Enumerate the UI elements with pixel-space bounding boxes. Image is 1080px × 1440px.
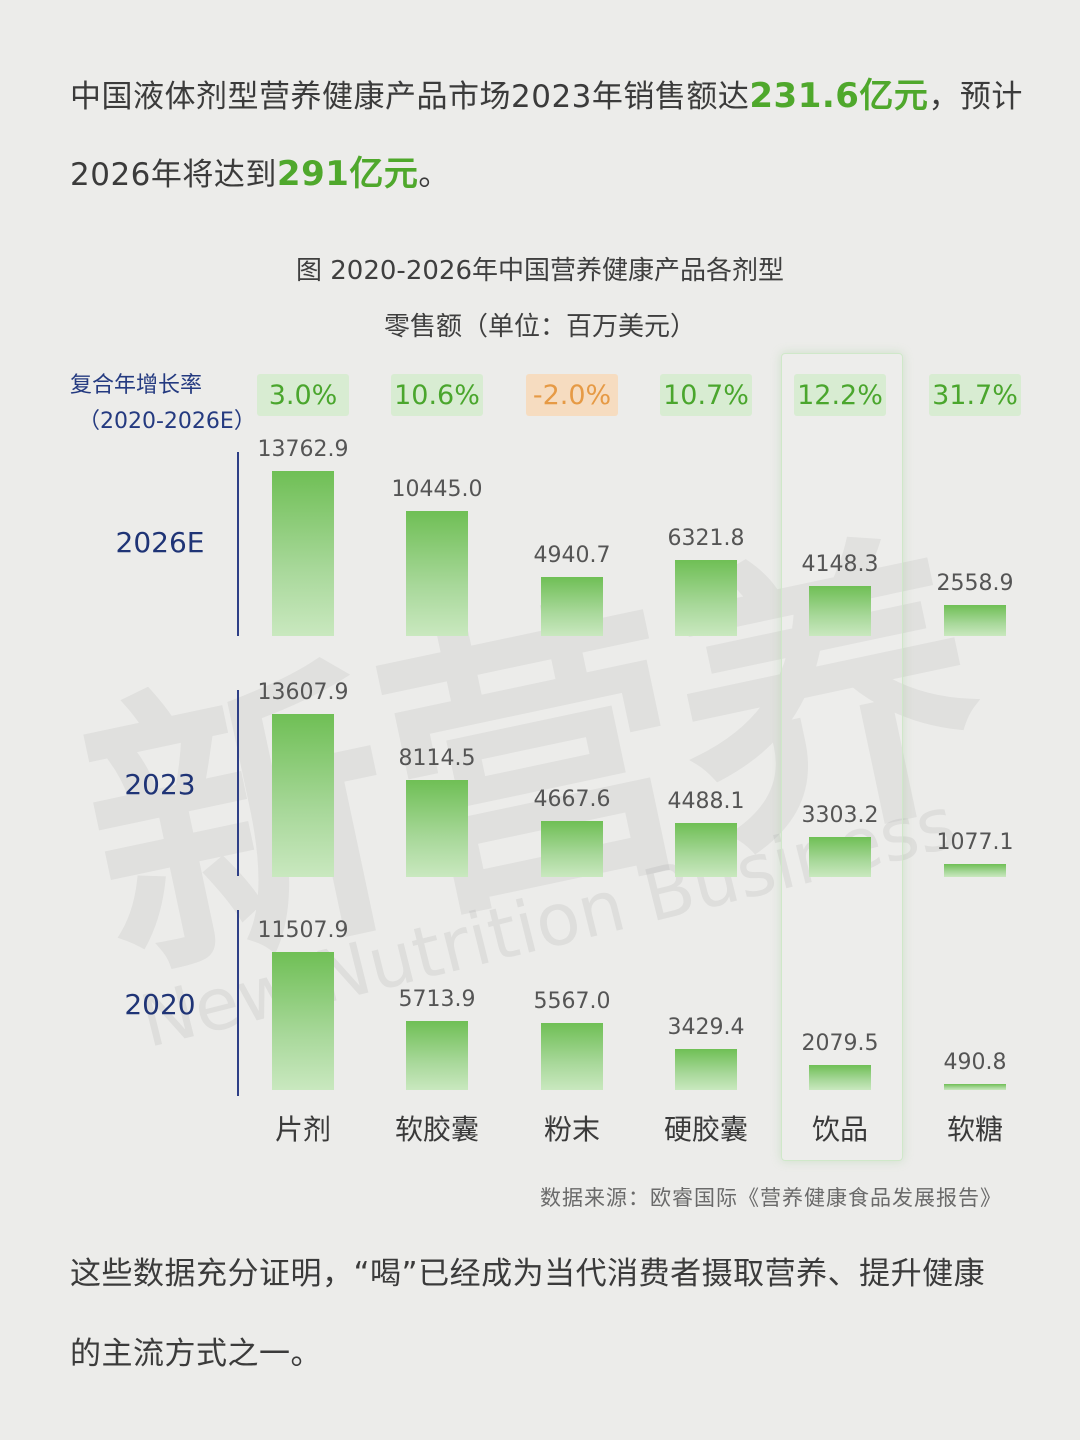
category-label: 硬胶囊 bbox=[663, 1113, 748, 1146]
data-label: 5567.0 bbox=[533, 989, 611, 1015]
bar bbox=[944, 605, 1006, 636]
data-label: 13762.9 bbox=[257, 436, 349, 462]
cagr-badge: 3.0% bbox=[257, 374, 349, 416]
bar bbox=[809, 837, 871, 877]
category-label: 粉末 bbox=[543, 1113, 600, 1146]
bar bbox=[272, 470, 334, 636]
highlight-frame-drinks bbox=[781, 353, 903, 1161]
data-label: 13607.9 bbox=[257, 679, 349, 705]
intro-text-tail: 。 bbox=[418, 157, 450, 193]
bar bbox=[406, 1021, 468, 1090]
chart-title-line-1: 图 2020-2026年中国营养健康产品各剂型 bbox=[296, 256, 784, 286]
intro-highlight-2026: 291亿元 bbox=[276, 154, 419, 194]
cagr-badge: 10.6% bbox=[391, 374, 483, 416]
data-label: 4488.1 bbox=[667, 789, 745, 815]
year-label-2026e: 2026E bbox=[115, 526, 205, 559]
bar bbox=[541, 1023, 603, 1090]
data-label: 6321.8 bbox=[667, 526, 745, 552]
cagr-label-line-1: 复合年增长率 bbox=[70, 373, 203, 398]
data-label: 3429.4 bbox=[667, 1014, 745, 1040]
year-divider-2026e bbox=[237, 452, 239, 636]
bar bbox=[272, 713, 334, 877]
cagr-label-line-2: （2020-2026E） bbox=[78, 409, 256, 434]
intro-text: 2026年将达到 bbox=[70, 157, 277, 193]
data-source: 数据来源：欧睿国际《营养健康食品发展报告》 bbox=[540, 1186, 1002, 1210]
data-label: 2558.9 bbox=[936, 571, 1014, 597]
data-label: 4148.3 bbox=[801, 552, 879, 578]
data-label: 10445.0 bbox=[391, 476, 483, 502]
bar bbox=[675, 823, 737, 877]
bar bbox=[541, 820, 603, 877]
data-label: 3303.2 bbox=[801, 803, 879, 829]
data-label: 5713.9 bbox=[398, 987, 476, 1013]
category-label: 饮品 bbox=[811, 1113, 868, 1146]
chart-title-line-2: 零售额（单位：百万美元） bbox=[383, 312, 696, 342]
bar bbox=[406, 779, 468, 877]
year-divider-2023 bbox=[237, 690, 239, 876]
bar bbox=[541, 576, 603, 636]
bar bbox=[675, 1048, 737, 1090]
year-label-2023: 2023 bbox=[124, 768, 196, 801]
data-label: 1077.1 bbox=[936, 830, 1014, 856]
bar bbox=[406, 510, 468, 636]
data-label: 4940.7 bbox=[533, 542, 611, 568]
data-label: 2079.5 bbox=[801, 1031, 879, 1057]
data-label: 4667.6 bbox=[533, 786, 611, 812]
data-label: 11507.9 bbox=[257, 917, 349, 943]
outro-line-2: 的主流方式之一。 bbox=[70, 1336, 322, 1372]
cagr-badge: -2.0% bbox=[526, 374, 618, 416]
bar bbox=[675, 560, 737, 636]
year-divider-2020 bbox=[237, 910, 239, 1096]
cagr-label: 复合年增长率 （2020-2026E） bbox=[70, 368, 256, 440]
bar bbox=[272, 951, 334, 1090]
intro-highlight-2023: 231.6亿元 bbox=[749, 76, 929, 116]
intro-line-2: 2026年将达到291亿元。 bbox=[70, 146, 450, 195]
category-label: 软胶囊 bbox=[394, 1113, 479, 1146]
bar bbox=[809, 1065, 871, 1090]
data-label: 490.8 bbox=[943, 1050, 1007, 1076]
bar bbox=[809, 586, 871, 636]
bar bbox=[944, 864, 1006, 877]
bar bbox=[944, 1084, 1006, 1090]
category-label: 软糖 bbox=[946, 1113, 1003, 1146]
cagr-badge: 10.7% bbox=[660, 374, 752, 416]
intro-line-1: 中国液体剂型营养健康产品市场2023年销售额达231.6亿元，预计 bbox=[70, 68, 1023, 117]
cagr-badge: 31.7% bbox=[929, 374, 1021, 416]
cagr-badge: 12.2% bbox=[794, 374, 886, 416]
intro-text-tail: ，预计 bbox=[928, 79, 1023, 115]
category-label: 片剂 bbox=[274, 1113, 331, 1146]
outro-line-1: 这些数据充分证明，“喝”已经成为当代消费者摄取营养、提升健康 bbox=[70, 1256, 986, 1292]
data-label: 8114.5 bbox=[398, 745, 476, 771]
intro-text: 中国液体剂型营养健康产品市场2023年销售额达 bbox=[70, 79, 750, 115]
year-label-2020: 2020 bbox=[124, 988, 196, 1021]
